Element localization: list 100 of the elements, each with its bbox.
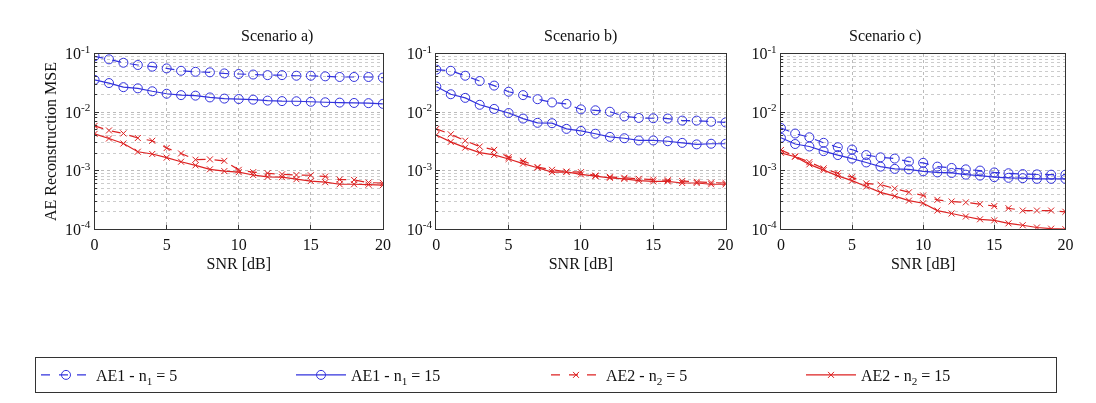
- y-tick-label: 10$^{-3}$: [751, 159, 778, 180]
- point: [1046, 169, 1057, 180]
- point: [134, 148, 142, 156]
- point: [163, 144, 171, 152]
- point: [190, 66, 201, 77]
- point: [363, 71, 374, 82]
- point: [590, 105, 601, 116]
- point: [132, 83, 143, 94]
- point: [604, 131, 615, 142]
- point: [219, 68, 230, 79]
- y-tick-label: 10$^{-2}$: [65, 101, 91, 121]
- point: [206, 165, 214, 173]
- point: [445, 65, 456, 76]
- point: [976, 215, 984, 223]
- chart-title: Scenario c): [849, 27, 922, 45]
- point: [848, 177, 856, 185]
- point: [790, 128, 801, 139]
- point: [946, 162, 957, 173]
- point: [148, 150, 156, 158]
- point: [706, 116, 717, 127]
- point: [590, 128, 601, 139]
- point: [334, 71, 345, 82]
- point: [132, 60, 143, 71]
- point: [691, 115, 702, 126]
- point: [161, 63, 172, 74]
- point: [547, 118, 558, 129]
- point: [691, 139, 702, 150]
- x-axis-title: SNR [dB]: [548, 255, 614, 273]
- point: [307, 177, 315, 185]
- point: [648, 113, 659, 124]
- point: [161, 88, 172, 99]
- point: [276, 70, 287, 81]
- point: [476, 149, 484, 157]
- point: [248, 69, 259, 80]
- point: [862, 179, 870, 187]
- x-tick-label: 10: [572, 235, 589, 253]
- point: [1004, 219, 1012, 227]
- point: [292, 175, 300, 183]
- point: [105, 126, 113, 134]
- point: [291, 96, 302, 107]
- point: [336, 180, 344, 188]
- point: [619, 111, 630, 122]
- point: [460, 92, 471, 103]
- point: [177, 158, 185, 166]
- point: [575, 125, 586, 136]
- x-tick-label: 20: [374, 235, 391, 253]
- point: [889, 153, 900, 164]
- point: [903, 164, 914, 175]
- point: [990, 202, 998, 210]
- chart-title: Scenario b): [544, 27, 618, 45]
- point: [163, 154, 171, 162]
- point: [976, 200, 984, 208]
- point: [176, 65, 187, 76]
- point: [204, 67, 215, 78]
- point: [233, 94, 244, 105]
- point: [305, 70, 316, 81]
- y-tick-label: 10$^{-4}$: [406, 218, 433, 239]
- point: [503, 86, 514, 97]
- point: [104, 54, 114, 65]
- point: [561, 98, 572, 109]
- point: [818, 146, 829, 157]
- point: [962, 213, 970, 221]
- x-axis-title: SNR [dB]: [890, 255, 956, 273]
- point: [790, 139, 801, 150]
- point: [532, 94, 543, 105]
- point: [633, 135, 644, 146]
- point: [861, 150, 872, 161]
- x-tick-label: 0: [90, 235, 99, 253]
- point: [490, 151, 498, 159]
- point: [990, 216, 998, 224]
- y-tick-label: 10$^{-2}$: [751, 101, 777, 121]
- point: [503, 108, 514, 119]
- point: [933, 207, 941, 215]
- point: [847, 153, 858, 164]
- y-tick-label: 10$^{-3}$: [406, 159, 433, 180]
- point: [518, 113, 529, 124]
- y-tick-label: 10$^{-3}$: [65, 159, 91, 180]
- point: [489, 103, 500, 114]
- point: [1003, 172, 1014, 183]
- point: [320, 97, 331, 108]
- point: [933, 196, 941, 204]
- point: [633, 112, 644, 123]
- x-tick-label: 20: [1057, 235, 1074, 253]
- point: [350, 180, 358, 188]
- point: [905, 188, 913, 196]
- x-axis-title: SNR [dB]: [206, 255, 271, 273]
- x-tick-label: 5: [504, 235, 513, 253]
- point: [1017, 169, 1028, 180]
- point: [206, 155, 214, 163]
- point: [447, 130, 455, 138]
- x-tick-label: 0: [432, 235, 441, 253]
- x-tick-label: 5: [848, 235, 857, 253]
- y-tick-label: 10$^{-1}$: [751, 42, 777, 63]
- point: [960, 169, 971, 180]
- point: [474, 99, 485, 110]
- point: [532, 117, 543, 128]
- point: [804, 141, 815, 152]
- point: [191, 156, 199, 164]
- point: [148, 137, 156, 145]
- point: [960, 164, 971, 175]
